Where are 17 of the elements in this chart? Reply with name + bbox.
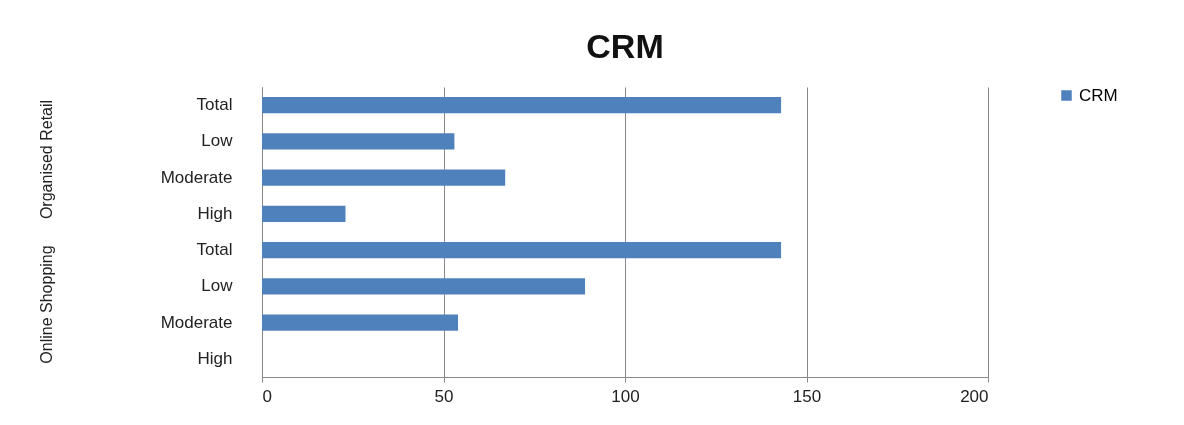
x-tick-label: 200 [960, 386, 989, 406]
y-tick-label: Low [201, 276, 234, 296]
text: Online Shopping [38, 245, 55, 364]
x-tick-label: 100 [611, 386, 640, 406]
y-tick-label: High [197, 348, 233, 368]
y-tick-label: Total [196, 240, 233, 260]
y-tick-label: Moderate [160, 167, 233, 187]
x-tick-label: 0 [262, 386, 272, 406]
chart-title: CRM [586, 27, 664, 65]
x-tick-label: 150 [792, 386, 822, 406]
y-tick-label: Total [196, 95, 233, 115]
legend-label: CRM [1079, 85, 1118, 105]
text: Organised Retail [38, 99, 55, 220]
y-tick-label: High [197, 203, 233, 223]
y-tick-label: Low [201, 131, 234, 151]
x-tick-label: 50 [434, 386, 454, 406]
y-tick-label: Moderate [160, 312, 233, 332]
